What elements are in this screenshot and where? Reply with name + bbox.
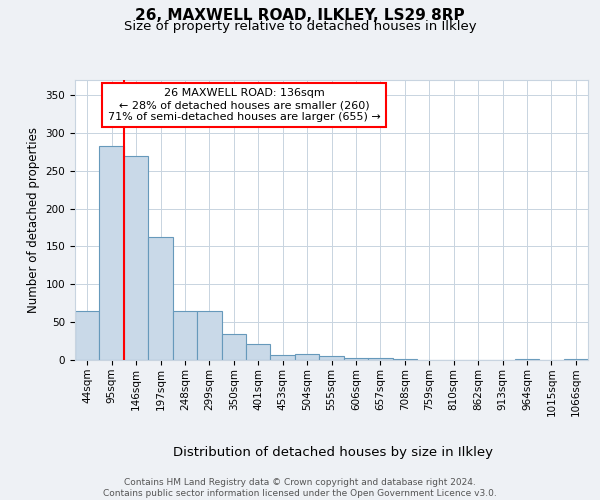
Bar [148, 236, 173, 360]
Bar [368, 358, 392, 360]
Bar [271, 354, 295, 360]
Bar [344, 358, 368, 360]
Bar [515, 359, 539, 360]
Bar [563, 359, 588, 360]
Text: Contains HM Land Registry data © Crown copyright and database right 2024.
Contai: Contains HM Land Registry data © Crown c… [103, 478, 497, 498]
Bar [319, 356, 344, 360]
Y-axis label: Number of detached properties: Number of detached properties [27, 127, 40, 313]
Bar [246, 344, 271, 360]
Text: 26 MAXWELL ROAD: 136sqm
← 28% of detached houses are smaller (260)
71% of semi-d: 26 MAXWELL ROAD: 136sqm ← 28% of detache… [108, 88, 380, 122]
Bar [100, 146, 124, 360]
Bar [173, 311, 197, 360]
Bar [124, 156, 148, 360]
Bar [197, 311, 221, 360]
Text: 26, MAXWELL ROAD, ILKLEY, LS29 8RP: 26, MAXWELL ROAD, ILKLEY, LS29 8RP [135, 8, 465, 22]
Bar [221, 334, 246, 360]
Bar [75, 311, 100, 360]
Text: Size of property relative to detached houses in Ilkley: Size of property relative to detached ho… [124, 20, 476, 33]
Bar [392, 359, 417, 360]
Text: Distribution of detached houses by size in Ilkley: Distribution of detached houses by size … [173, 446, 493, 459]
Bar [295, 354, 319, 360]
